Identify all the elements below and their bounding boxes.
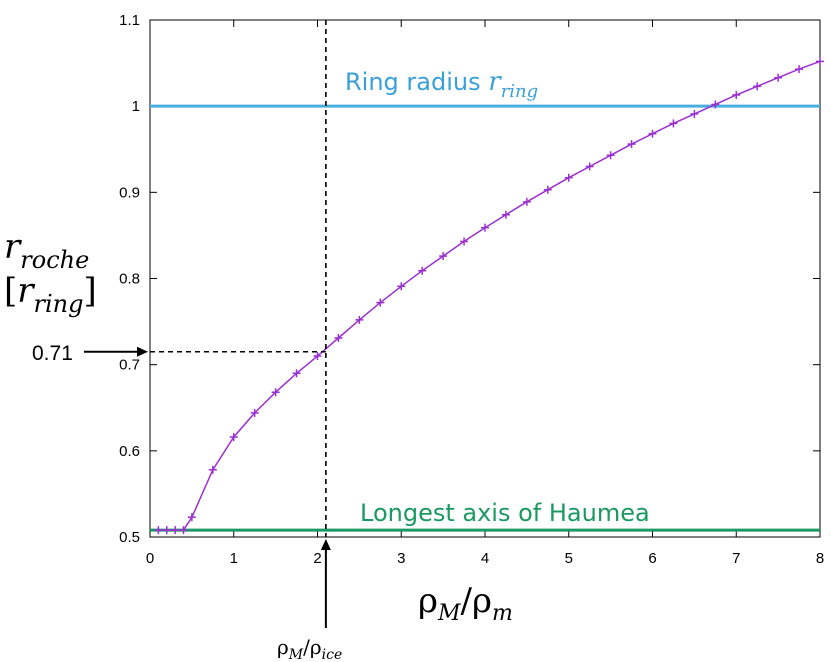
data-point: [816, 57, 824, 66]
x-label-sub-2: m: [492, 601, 513, 626]
marker-rho-2: ρ: [310, 635, 322, 659]
x-label-rho-1: ρ: [418, 581, 438, 621]
x-label-slash: /: [461, 581, 473, 621]
y-label-unit-symbol: r: [17, 271, 35, 311]
y-tick-label: 0.5: [119, 529, 140, 546]
data-point: [313, 352, 322, 361]
data-point: [355, 315, 364, 324]
x-tick-label: 2: [313, 550, 321, 567]
ring-radius-label: Ring radius rring: [345, 67, 538, 102]
x-tick-label: 6: [648, 550, 656, 567]
data-point: [460, 237, 469, 246]
series-points: [154, 57, 824, 535]
data-point: [292, 369, 301, 378]
y-label-bracket-close: ]: [84, 271, 97, 311]
data-point: [795, 65, 804, 74]
ring-radius-subscript: ring: [501, 81, 538, 102]
value-marker-label: 0.71: [32, 342, 73, 365]
data-point: [397, 282, 406, 291]
data-point: [481, 223, 489, 232]
data-point: [522, 197, 531, 206]
x-tick-label: 5: [565, 550, 573, 567]
ring-radius-symbol: r: [488, 67, 502, 97]
data-point: [376, 298, 385, 307]
x-label-sub-1: M: [437, 601, 461, 626]
data-point: [208, 465, 217, 474]
y-label-symbol: r: [4, 227, 22, 267]
x-tick-label: 0: [146, 550, 154, 567]
data-point: [564, 173, 573, 182]
y-axis-label-line2: [rring]: [4, 271, 97, 318]
plot-area: [149, 19, 821, 538]
y-tick-label: 1.1: [119, 12, 140, 29]
data-point: [271, 388, 280, 397]
x-tick-label: 7: [732, 550, 740, 567]
data-point: [669, 119, 678, 128]
x-axis-ticks: 0 1 2 3 4 5 6 7 8: [146, 20, 824, 567]
y-tick-label: 0.7: [119, 357, 140, 374]
data-point: [229, 433, 238, 442]
data-point: [501, 210, 510, 219]
marker-sub-1: M: [288, 647, 304, 662]
y-tick-label: 0.6: [119, 443, 140, 460]
x-label-rho-2: ρ: [472, 581, 492, 621]
x-tick-label: 3: [397, 550, 405, 567]
y-tick-label: 0.8: [119, 271, 140, 288]
data-point: [179, 526, 188, 535]
data-point: [690, 109, 699, 118]
data-point: [250, 408, 259, 417]
x-tick-label: 8: [816, 550, 824, 567]
data-point: [334, 333, 343, 342]
data-point: [418, 266, 427, 275]
marker-rho-1: ρ: [277, 635, 289, 659]
data-point: [753, 82, 762, 91]
haumea-label: Longest axis of Haumea: [360, 499, 650, 527]
data-point: [187, 513, 196, 522]
y-tick-label: 1: [132, 98, 140, 115]
density-arrow-head: [320, 539, 331, 550]
x-tick-label: 1: [230, 550, 238, 567]
data-point: [585, 162, 594, 171]
x-tick-label: 4: [481, 550, 489, 567]
data-point: [732, 90, 741, 99]
x-axis-label: ρM/ρm: [418, 581, 513, 626]
marker-sub-2: ice: [322, 647, 343, 662]
data-point: [774, 73, 783, 82]
data-point: [162, 526, 171, 535]
series-line: [158, 60, 821, 531]
marker-slash: /: [303, 635, 310, 659]
data-point: [543, 185, 552, 194]
data-point: [648, 129, 657, 138]
data-point: [171, 526, 180, 535]
value-arrow-head: [137, 346, 148, 357]
y-label-subscript: roche: [20, 246, 89, 274]
y-axis-label-line1: rroche: [4, 227, 89, 274]
density-marker-label: ρM/ρice: [277, 635, 342, 662]
y-tick-label: 0.9: [119, 184, 140, 201]
data-point: [606, 151, 615, 160]
y-axis-ticks: 0.5 0.6 0.7 0.8 0.9 1 1.1: [119, 12, 820, 546]
ring-radius-text: Ring radius: [345, 68, 488, 96]
data-point: [711, 100, 720, 109]
y-label-unit-subscript: ring: [34, 290, 84, 318]
data-point: [154, 526, 163, 535]
data-point: [627, 140, 636, 149]
data-point: [439, 252, 448, 261]
y-label-bracket-open: [: [4, 271, 17, 311]
